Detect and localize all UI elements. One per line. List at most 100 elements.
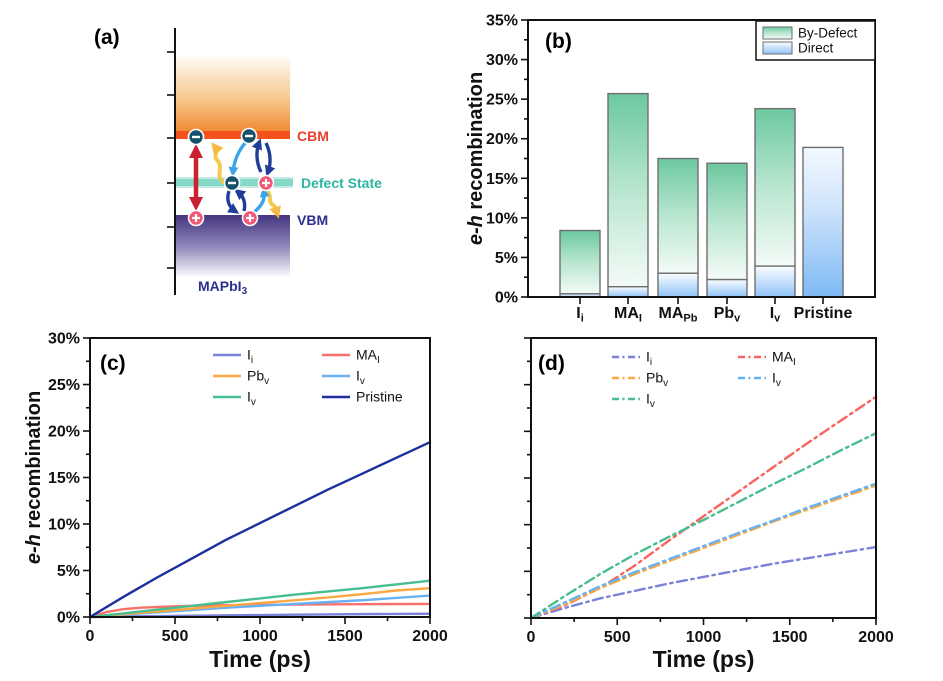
phonon-emission-arrow-up — [211, 142, 225, 184]
y-tick-label: 30% — [48, 331, 80, 348]
electron-capture-arrow — [228, 140, 248, 177]
by-defect-segment — [706, 162, 748, 281]
x-tick-label: 2000 — [858, 629, 894, 646]
panel-a-diagram: CBM Defect State VBM MAPbI3 — [167, 28, 382, 297]
series-line-Pbv — [529, 484, 878, 620]
tspan: v — [776, 378, 781, 389]
panel-a-label: (a) — [94, 26, 120, 49]
x-tick-label: 1000 — [686, 629, 722, 646]
material-label: MAPbI3 — [198, 278, 248, 297]
y-tick-label: 10% — [486, 210, 518, 227]
series-lines — [88, 440, 432, 619]
legend-label-Ii: Ii — [646, 349, 652, 369]
series-line-Pristine — [88, 440, 432, 619]
tspan: recombination — [23, 391, 45, 534]
direct-segment — [607, 286, 649, 298]
y-tick-label: 5% — [495, 250, 518, 267]
tspan: I — [772, 370, 776, 386]
hole-capture-arrow — [252, 187, 270, 214]
direct-segment — [657, 272, 699, 298]
x-tick-label: 0 — [527, 629, 536, 646]
tspan: v — [650, 399, 655, 410]
panel-b-bar-chart: 0%5%10%15%20%25%30%35%Ii MAI MAPb Pbv Iv Pris… — [465, 13, 876, 325]
x-axis: Ii MAI MAPb Pbv Iv Pristine — [576, 297, 852, 325]
cbm-defect-exchange-arrow-up — [251, 138, 263, 173]
tspan: v — [360, 376, 365, 387]
tspan: MA — [659, 305, 684, 322]
direct-segment — [754, 265, 796, 298]
defect-vbm-exchange-arrow-down — [226, 190, 240, 214]
legend-swatch-by-defect — [762, 26, 793, 40]
legend-label-Iv: Iv — [772, 370, 781, 390]
tspan: MA — [614, 305, 639, 322]
legend-swatch-direct — [762, 41, 793, 55]
tspan: I — [793, 357, 796, 368]
tspan: i — [650, 357, 652, 368]
x-axis: 0 500 1000 1500 2000 — [86, 617, 448, 645]
legend-label-Iv: Iv — [646, 391, 655, 411]
tspan: MA — [356, 347, 378, 363]
x-category-label: Pbv — [714, 305, 741, 325]
y-axis-title: e-h recombination — [23, 391, 45, 564]
phonon-emission-arrow-down — [264, 188, 281, 219]
legend-label-direct: Direct — [798, 41, 834, 56]
tspan: Pb — [683, 313, 697, 325]
by-defect-segment — [607, 92, 649, 288]
bar-Pbv — [706, 162, 748, 298]
tspan: v — [251, 397, 256, 408]
tspan: v — [264, 376, 269, 387]
tspan: i — [581, 313, 584, 325]
x-tick-label: 1000 — [242, 628, 278, 645]
by-defect-segment — [559, 229, 601, 295]
y-tick-label: 35% — [486, 13, 518, 30]
x-category-label: Pristine — [794, 305, 853, 322]
legend-label-MAI: MAI — [772, 349, 796, 369]
tspan: I — [247, 347, 251, 363]
x-tick-label: 500 — [604, 629, 631, 646]
y-tick-label: 20% — [486, 131, 518, 148]
y-tick-label: 15% — [486, 171, 518, 188]
by-defect-segment — [657, 157, 699, 274]
legend-label-Pbv: Pbv — [247, 368, 269, 388]
tspan: MA — [772, 349, 794, 365]
y-tick-label: 30% — [486, 52, 518, 69]
legend-label-Pbv: Pbv — [646, 370, 668, 390]
tspan: I — [576, 305, 580, 322]
tspan: I — [356, 368, 360, 384]
y-tick-label: 0% — [495, 290, 518, 307]
x-axis-title: Time (ps) — [653, 646, 755, 672]
tspan: Pb — [714, 305, 735, 322]
legend-label-Ii: Ii — [247, 347, 253, 367]
tspan: e-h — [23, 534, 45, 564]
energy-axis-ticks — [167, 51, 175, 269]
panel-c-line-chart: 0% 5% 10% 15% 20% 25% 30% 0 500 1000 1500 2000 e-h r… — [23, 331, 448, 673]
series-line-MAI — [529, 395, 878, 620]
series-line-Pbv — [88, 586, 432, 619]
series-line-Iv — [88, 579, 432, 619]
by-defect-segment — [754, 107, 796, 267]
defect-state-label: Defect State — [301, 175, 382, 191]
legend-label-Iv: Iv — [247, 389, 256, 409]
tspan: v — [734, 313, 741, 325]
series-line-Iv — [529, 482, 878, 620]
legend-label-Iv: Iv — [356, 368, 365, 388]
panel-d-label: (d) — [538, 352, 565, 375]
series-line-Iv — [529, 431, 878, 620]
y-tick-label: 25% — [486, 92, 518, 109]
series-lines — [529, 395, 878, 620]
panel-c-label: (c) — [100, 352, 126, 375]
bar-Iv — [754, 107, 796, 298]
tspan: I — [646, 349, 650, 365]
tspan: recombination — [465, 72, 487, 215]
legend-label-by-defect: By-Defect — [798, 26, 858, 41]
bars — [559, 92, 844, 298]
x-category-label: Iv — [770, 305, 781, 325]
panel-b-label: (b) — [545, 30, 572, 53]
cbm-defect-exchange-arrow-down — [264, 142, 276, 177]
bar-MAI — [607, 92, 649, 298]
direct-segment — [802, 146, 844, 298]
tspan: v — [774, 313, 781, 325]
